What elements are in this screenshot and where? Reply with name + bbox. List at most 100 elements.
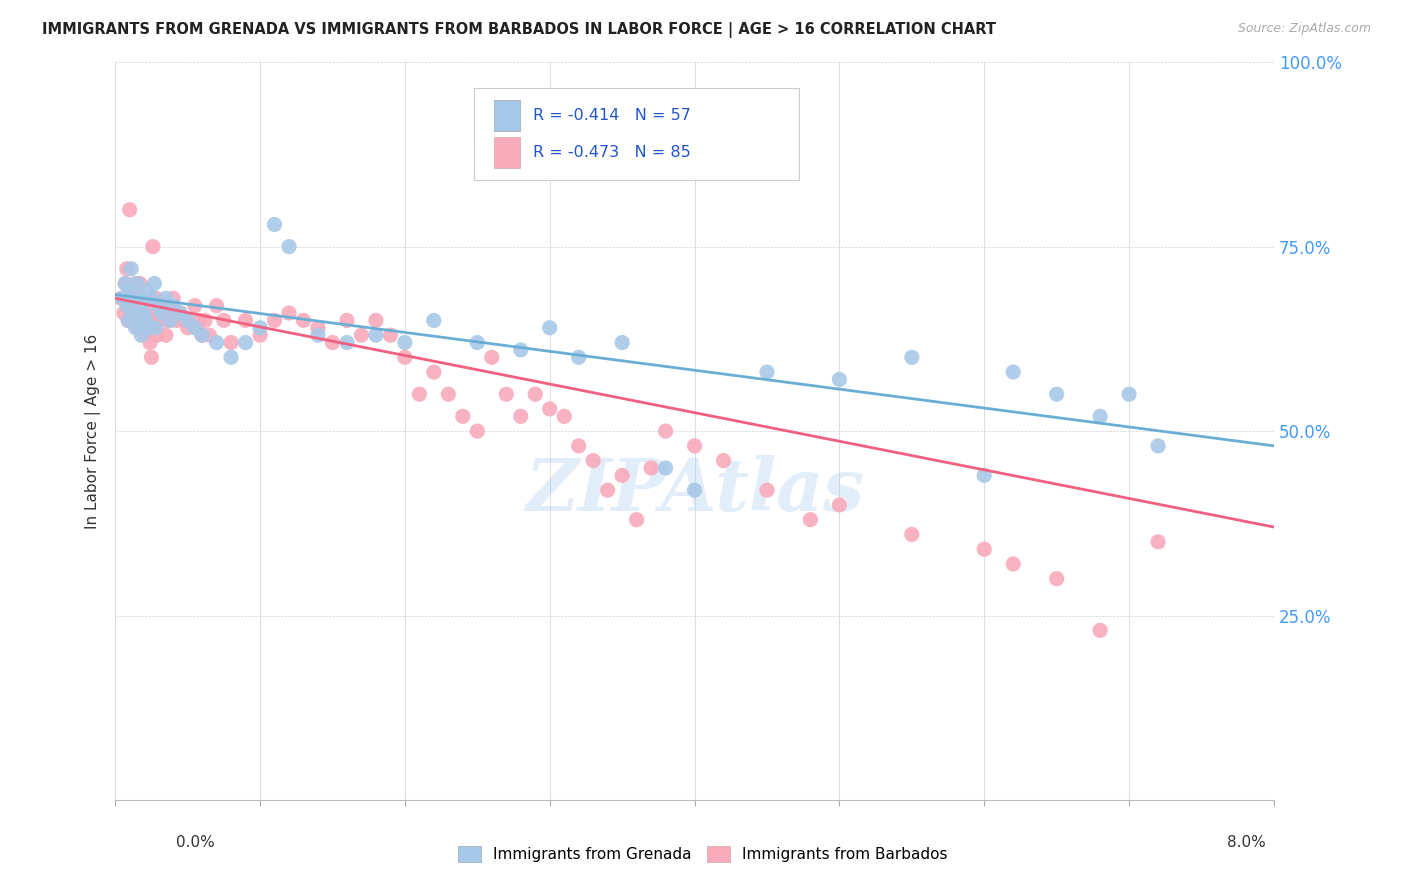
Point [156, 313, 179, 327]
Point [120, 261, 142, 276]
Point [219, 335, 242, 350]
Point [141, 291, 163, 305]
Text: ZIPAtlas: ZIPAtlas [526, 455, 863, 525]
Point [626, 513, 648, 527]
Point [292, 313, 315, 327]
Point [194, 313, 217, 327]
Point [114, 277, 136, 291]
Point [249, 328, 271, 343]
Text: R = -0.473   N = 85: R = -0.473 N = 85 [533, 145, 692, 160]
Point [568, 439, 591, 453]
Point [1002, 557, 1025, 571]
Point [973, 542, 995, 557]
Point [219, 351, 242, 365]
Point [136, 306, 159, 320]
Point [173, 313, 195, 327]
Point [1147, 439, 1170, 453]
Point [394, 351, 416, 365]
Text: Source: ZipAtlas.com: Source: ZipAtlas.com [1237, 22, 1371, 36]
Point [150, 313, 173, 327]
FancyBboxPatch shape [494, 100, 520, 131]
Point [1118, 387, 1140, 401]
Point [145, 320, 167, 334]
Point [901, 351, 924, 365]
Point [901, 527, 924, 541]
Point [205, 335, 228, 350]
Point [973, 468, 995, 483]
Point [121, 306, 143, 320]
Point [122, 291, 145, 305]
Point [159, 313, 181, 327]
Point [336, 313, 359, 327]
Point [120, 299, 142, 313]
Point [184, 299, 207, 313]
FancyBboxPatch shape [474, 88, 799, 180]
Point [481, 351, 503, 365]
Point [364, 328, 387, 343]
Point [380, 328, 402, 343]
Point [538, 320, 561, 334]
Text: IMMIGRANTS FROM GRENADA VS IMMIGRANTS FROM BARBADOS IN LABOR FORCE | AGE > 16 CO: IMMIGRANTS FROM GRENADA VS IMMIGRANTS FR… [42, 22, 997, 38]
Text: R = -0.414   N = 57: R = -0.414 N = 57 [533, 108, 692, 123]
Point [112, 306, 135, 320]
Point [150, 306, 173, 320]
Point [136, 284, 159, 298]
Point [153, 299, 176, 313]
Point [538, 401, 561, 416]
Point [176, 313, 198, 327]
Point [131, 299, 153, 313]
Point [640, 461, 662, 475]
Point [117, 313, 139, 327]
Point [235, 313, 257, 327]
Point [138, 320, 160, 334]
Point [596, 483, 619, 497]
Point [364, 313, 387, 327]
Point [127, 313, 149, 327]
Point [134, 328, 156, 343]
Point [129, 313, 152, 327]
Point [155, 291, 177, 305]
Point [162, 299, 184, 313]
Point [121, 284, 143, 298]
Point [610, 468, 633, 483]
Point [1046, 572, 1069, 586]
Point [683, 483, 706, 497]
Point [350, 328, 373, 343]
Point [125, 291, 148, 305]
Point [127, 320, 149, 334]
Point [176, 320, 198, 334]
Point [465, 424, 488, 438]
Point [509, 409, 531, 424]
Point [155, 328, 177, 343]
Point [451, 409, 474, 424]
Point [191, 328, 214, 343]
Point [568, 351, 591, 365]
Point [198, 328, 221, 343]
Point [146, 328, 169, 343]
Point [115, 299, 138, 313]
Point [212, 313, 235, 327]
Point [263, 313, 285, 327]
Point [307, 328, 329, 343]
Point [263, 218, 285, 232]
Point [141, 351, 163, 365]
Point [114, 277, 136, 291]
Point [122, 306, 145, 320]
Point [524, 387, 547, 401]
Point [423, 365, 446, 379]
Point [799, 513, 821, 527]
Point [1088, 624, 1111, 638]
Point [139, 335, 162, 350]
FancyBboxPatch shape [494, 136, 520, 168]
Point [184, 320, 207, 334]
Point [495, 387, 517, 401]
Point [336, 335, 359, 350]
Point [1088, 409, 1111, 424]
Point [654, 461, 676, 475]
Point [135, 313, 157, 327]
Point [610, 335, 633, 350]
Y-axis label: In Labor Force | Age > 16: In Labor Force | Age > 16 [86, 334, 101, 529]
Point [110, 291, 132, 305]
Point [135, 320, 157, 334]
Point [828, 372, 851, 386]
